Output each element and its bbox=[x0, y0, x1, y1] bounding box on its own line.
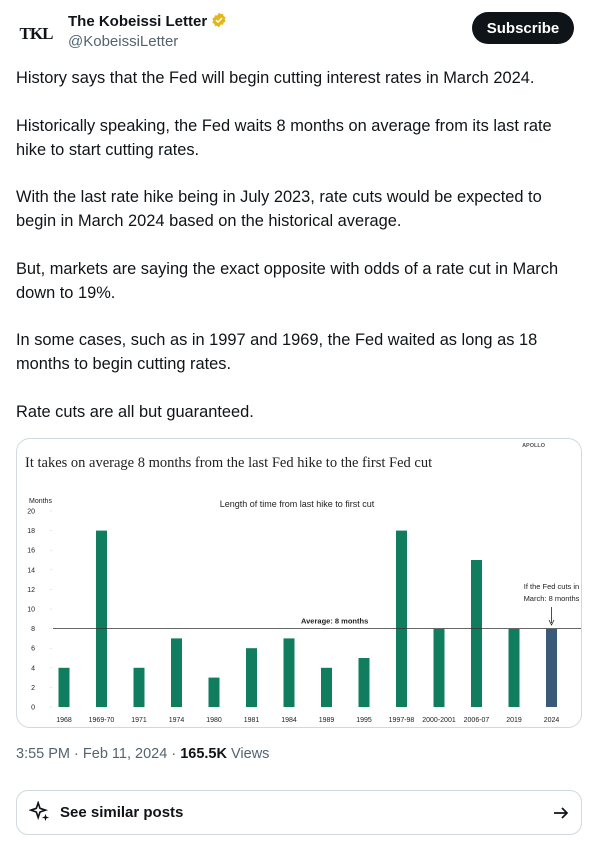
chart-subtitle: Length of time from last hike to first c… bbox=[220, 499, 375, 509]
x-tick-label: 1981 bbox=[244, 717, 260, 724]
paragraph: In some cases, such as in 1997 and 1969,… bbox=[16, 331, 538, 373]
x-tick-label: 1968 bbox=[56, 717, 72, 724]
logo: TKL bbox=[19, 24, 54, 43]
bar bbox=[133, 667, 145, 707]
views-label: Views bbox=[231, 746, 270, 762]
post-text: History says that the Fed will begin cut… bbox=[16, 66, 586, 447]
paragraph: But, markets are saying the exact opposi… bbox=[16, 259, 559, 302]
author-name[interactable]: The Kobeissi Letter bbox=[68, 12, 227, 30]
x-tick-label: 1974 bbox=[169, 717, 185, 724]
y-tick-label: 8 bbox=[31, 626, 35, 633]
sparkle-icon bbox=[29, 801, 50, 822]
bar bbox=[208, 677, 220, 707]
separator: · bbox=[171, 746, 177, 762]
views-count: 165.5K bbox=[180, 746, 227, 762]
paragraph: With the last rate hike being in July 20… bbox=[16, 188, 542, 230]
y-tick-label: 14 bbox=[27, 567, 35, 574]
y-tick-label: 18 bbox=[27, 528, 35, 535]
chart-title: It takes on average 8 months from the la… bbox=[25, 455, 432, 471]
annotation-arrowhead bbox=[548, 619, 555, 626]
annotation: March: 8 months bbox=[524, 594, 580, 603]
x-tick-label: 1971 bbox=[131, 717, 147, 724]
bar bbox=[396, 530, 407, 707]
x-tick-label: 1989 bbox=[319, 717, 335, 724]
subscribe-button[interactable]: Subscribe bbox=[472, 12, 574, 44]
paragraph: Historically speaking, the Fed waits 8 m… bbox=[16, 116, 552, 159]
x-tick-label: 2024 bbox=[544, 717, 560, 724]
y-axis-label: Months bbox=[29, 498, 52, 505]
bar bbox=[546, 628, 557, 707]
bar bbox=[58, 667, 70, 707]
y-tick-label: 16 bbox=[27, 548, 35, 555]
bar bbox=[171, 638, 182, 707]
post-meta: 3:55 PM · Feb 11, 2024 · 165.5K Views bbox=[16, 746, 269, 762]
paragraph: History says that the Fed will begin cut… bbox=[16, 69, 535, 87]
bar bbox=[508, 628, 520, 707]
y-tick-label: 6 bbox=[31, 646, 35, 653]
author-name-text[interactable]: The Kobeissi Letter bbox=[68, 13, 208, 30]
x-tick-label: 1984 bbox=[281, 717, 297, 724]
separator: · bbox=[74, 746, 79, 762]
bar bbox=[321, 667, 332, 707]
y-tick-label: 4 bbox=[31, 665, 35, 672]
x-tick-label: 1969-70 bbox=[89, 717, 115, 724]
similar-posts-text[interactable]: See similar posts bbox=[60, 804, 184, 821]
bar bbox=[246, 648, 257, 707]
chart: It takes on average 8 months from the la… bbox=[25, 443, 581, 724]
time[interactable]: 3:55 PM bbox=[16, 746, 70, 762]
bar bbox=[358, 658, 370, 707]
y-tick-label: 10 bbox=[27, 607, 35, 614]
chart-image[interactable]: It takes on average 8 months from the la… bbox=[16, 438, 582, 728]
annotation: If the Fed cuts in bbox=[524, 582, 579, 591]
x-tick-label: 2000-2001 bbox=[422, 717, 456, 724]
bar bbox=[471, 560, 482, 707]
average-label: Average: 8 months bbox=[301, 617, 368, 626]
verified-badge bbox=[212, 12, 226, 28]
date[interactable]: Feb 11, 2024 bbox=[82, 746, 168, 762]
paragraph: Rate cuts are all but guaranteed. bbox=[16, 402, 254, 421]
y-tick-label: 12 bbox=[27, 587, 35, 594]
y-tick-label: 2 bbox=[31, 685, 35, 692]
similar-posts-button[interactable]: See similar posts bbox=[16, 790, 582, 835]
x-tick-label: 2019 bbox=[506, 717, 522, 724]
arrow-icon bbox=[554, 807, 569, 819]
brand: APOLLO bbox=[522, 443, 546, 449]
y-tick-label: 0 bbox=[31, 705, 35, 712]
x-tick-label: 2006-07 bbox=[464, 717, 490, 724]
x-tick-label: 1995 bbox=[356, 717, 372, 724]
y-tick-label: 20 bbox=[27, 509, 35, 516]
x-tick-label: 1997-98 bbox=[389, 717, 415, 724]
author-handle[interactable]: @KobeissiLetter bbox=[68, 33, 179, 50]
x-tick-label: 1980 bbox=[206, 717, 222, 724]
bar bbox=[96, 530, 107, 707]
bar bbox=[283, 638, 295, 707]
bar bbox=[433, 628, 445, 707]
